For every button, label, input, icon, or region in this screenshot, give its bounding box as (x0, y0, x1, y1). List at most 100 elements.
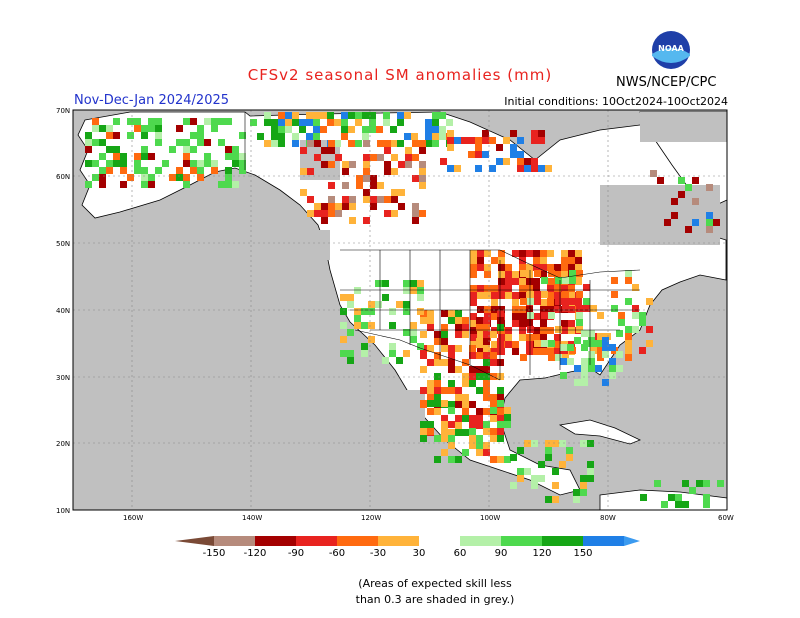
anomaly-cell (611, 305, 618, 312)
legend-label: 150 (573, 548, 593, 559)
anomaly-cell (349, 161, 356, 168)
anomaly-cell (377, 154, 384, 161)
anomaly-cell (314, 154, 321, 161)
anomaly-cell (562, 354, 569, 361)
anomaly-cell (448, 380, 455, 387)
anomaly-cell (369, 119, 376, 126)
anomaly-cell (204, 160, 211, 167)
anomaly-cell (232, 160, 239, 167)
anomaly-cell (92, 118, 99, 125)
anomaly-cell (225, 174, 232, 181)
svg-text:NOAA: NOAA (658, 44, 684, 53)
anomaly-cell (569, 270, 576, 277)
anomaly-cell (547, 327, 554, 334)
anomaly-cell (462, 317, 469, 324)
anomaly-cell (490, 394, 497, 401)
anomaly-cell (491, 348, 498, 355)
anomaly-cell (560, 344, 567, 351)
anomaly-cell (432, 119, 439, 126)
anomaly-cell (625, 333, 632, 340)
anomaly-cell (462, 449, 469, 456)
anomaly-cell (477, 257, 484, 264)
anomaly-cell (632, 284, 639, 291)
anomaly-cell (441, 345, 448, 352)
anomaly-cell (469, 435, 476, 442)
anomaly-cell (85, 146, 92, 153)
land-cuba (558, 419, 641, 445)
anomaly-cell (477, 306, 484, 313)
legend-swatch (296, 536, 337, 546)
anomaly-cell (148, 118, 155, 125)
anomaly-cell (420, 428, 427, 435)
anomaly-cell (432, 126, 439, 133)
anomaly-cell (547, 348, 554, 355)
anomaly-cell (455, 366, 462, 373)
anomaly-cell (470, 320, 477, 327)
anomaly-cell (370, 203, 377, 210)
anomaly-cell (504, 407, 511, 414)
anomaly-cell (434, 394, 441, 401)
anomaly-cell (555, 354, 562, 361)
anomaly-cell (363, 196, 370, 203)
anomaly-cell (470, 250, 477, 257)
anomaly-cell (441, 310, 448, 317)
anomaly-cell (559, 461, 566, 468)
anomaly-cell (517, 165, 524, 172)
anomaly-cell (434, 338, 441, 345)
anomaly-cell (706, 219, 713, 226)
anomaly-cell (555, 298, 562, 305)
anomaly-cell (526, 250, 533, 257)
anomaly-cell (384, 140, 391, 147)
anomaly-cell (313, 133, 320, 140)
anomaly-cell (576, 270, 583, 277)
anomaly-cell (625, 277, 632, 284)
anomaly-cell (541, 312, 548, 319)
anomaly-cell (441, 400, 448, 407)
anomaly-cell (425, 133, 432, 140)
anomaly-cell (475, 151, 482, 158)
anomaly-cell (321, 210, 328, 217)
anomaly-cell (533, 250, 540, 257)
anomaly-cell (597, 340, 604, 347)
anomaly-cell (640, 494, 647, 501)
anomaly-cell (503, 158, 510, 165)
anomaly-cell (483, 331, 490, 338)
anomaly-cell (434, 373, 441, 380)
anomaly-cell (526, 334, 533, 341)
anomaly-cell (427, 428, 434, 435)
anomaly-cell (328, 210, 335, 217)
anomaly-cell (602, 379, 609, 386)
anomaly-cell (588, 330, 595, 337)
anomaly-cell (568, 327, 575, 334)
anomaly-cell (341, 119, 348, 126)
anomaly-cell (588, 337, 595, 344)
anomaly-cell (127, 118, 134, 125)
anomaly-cell (440, 158, 447, 165)
anomaly-cell (362, 112, 369, 119)
anomaly-cell (675, 501, 682, 508)
anomaly-cell (239, 132, 246, 139)
anomaly-cell (538, 137, 545, 144)
anomaly-cell (363, 168, 370, 175)
anomaly-cell (476, 415, 483, 422)
anomaly-cell (455, 331, 462, 338)
anomaly-cell (490, 428, 497, 435)
anomaly-cell (526, 306, 533, 313)
anomaly-cell (527, 298, 534, 305)
anomaly-cell (134, 153, 141, 160)
legend-label: 90 (494, 548, 508, 559)
anomaly-cell (403, 280, 410, 287)
anomaly-cell (588, 365, 595, 372)
anomaly-cell (404, 112, 411, 119)
anomaly-cell (232, 181, 239, 188)
anomaly-cell (425, 126, 432, 133)
anomaly-cell (512, 320, 519, 327)
anomaly-cell (611, 277, 618, 284)
anomaly-cell (106, 146, 113, 153)
anomaly-cell (225, 146, 232, 153)
anomaly-cell (517, 151, 524, 158)
anomaly-cell (491, 327, 498, 334)
anomaly-cell (134, 160, 141, 167)
anomaly-cell (427, 387, 434, 394)
anomaly-cell (706, 184, 713, 191)
